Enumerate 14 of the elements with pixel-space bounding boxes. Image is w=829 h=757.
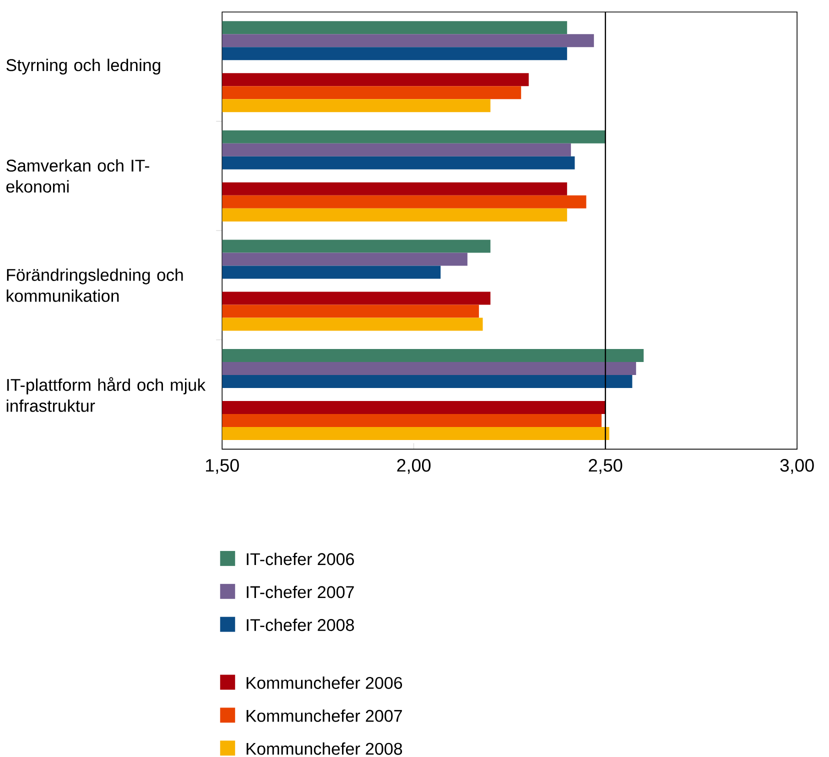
y-tick-label: Styrning och ledning <box>6 58 160 75</box>
x-tick-label: 2,00 <box>397 459 431 474</box>
x-tick-label: 1,50 <box>206 459 239 474</box>
y-tick-label: Samverkan och IT-ekonomi <box>6 159 150 193</box>
legend-label: Kommunchefer 2006 <box>246 676 402 690</box>
x-tick-label: 3,00 <box>780 459 814 474</box>
legend-label: IT-chefer 2008 <box>246 618 354 632</box>
legend-label: IT-chefer 2007 <box>246 586 354 598</box>
x-tick-label: 2,50 <box>588 459 622 474</box>
legend-label: IT-chefer 2006 <box>246 552 354 566</box>
legend-label: Kommunchefer 2007 <box>246 710 402 722</box>
y-tick-label: IT-plattform hård och mjuk infrastruktur <box>6 377 206 412</box>
legend-label: Kommunchefer 2008 <box>246 742 402 756</box>
y-tick-label: Förändringsledning och kommunikation <box>6 268 183 302</box>
